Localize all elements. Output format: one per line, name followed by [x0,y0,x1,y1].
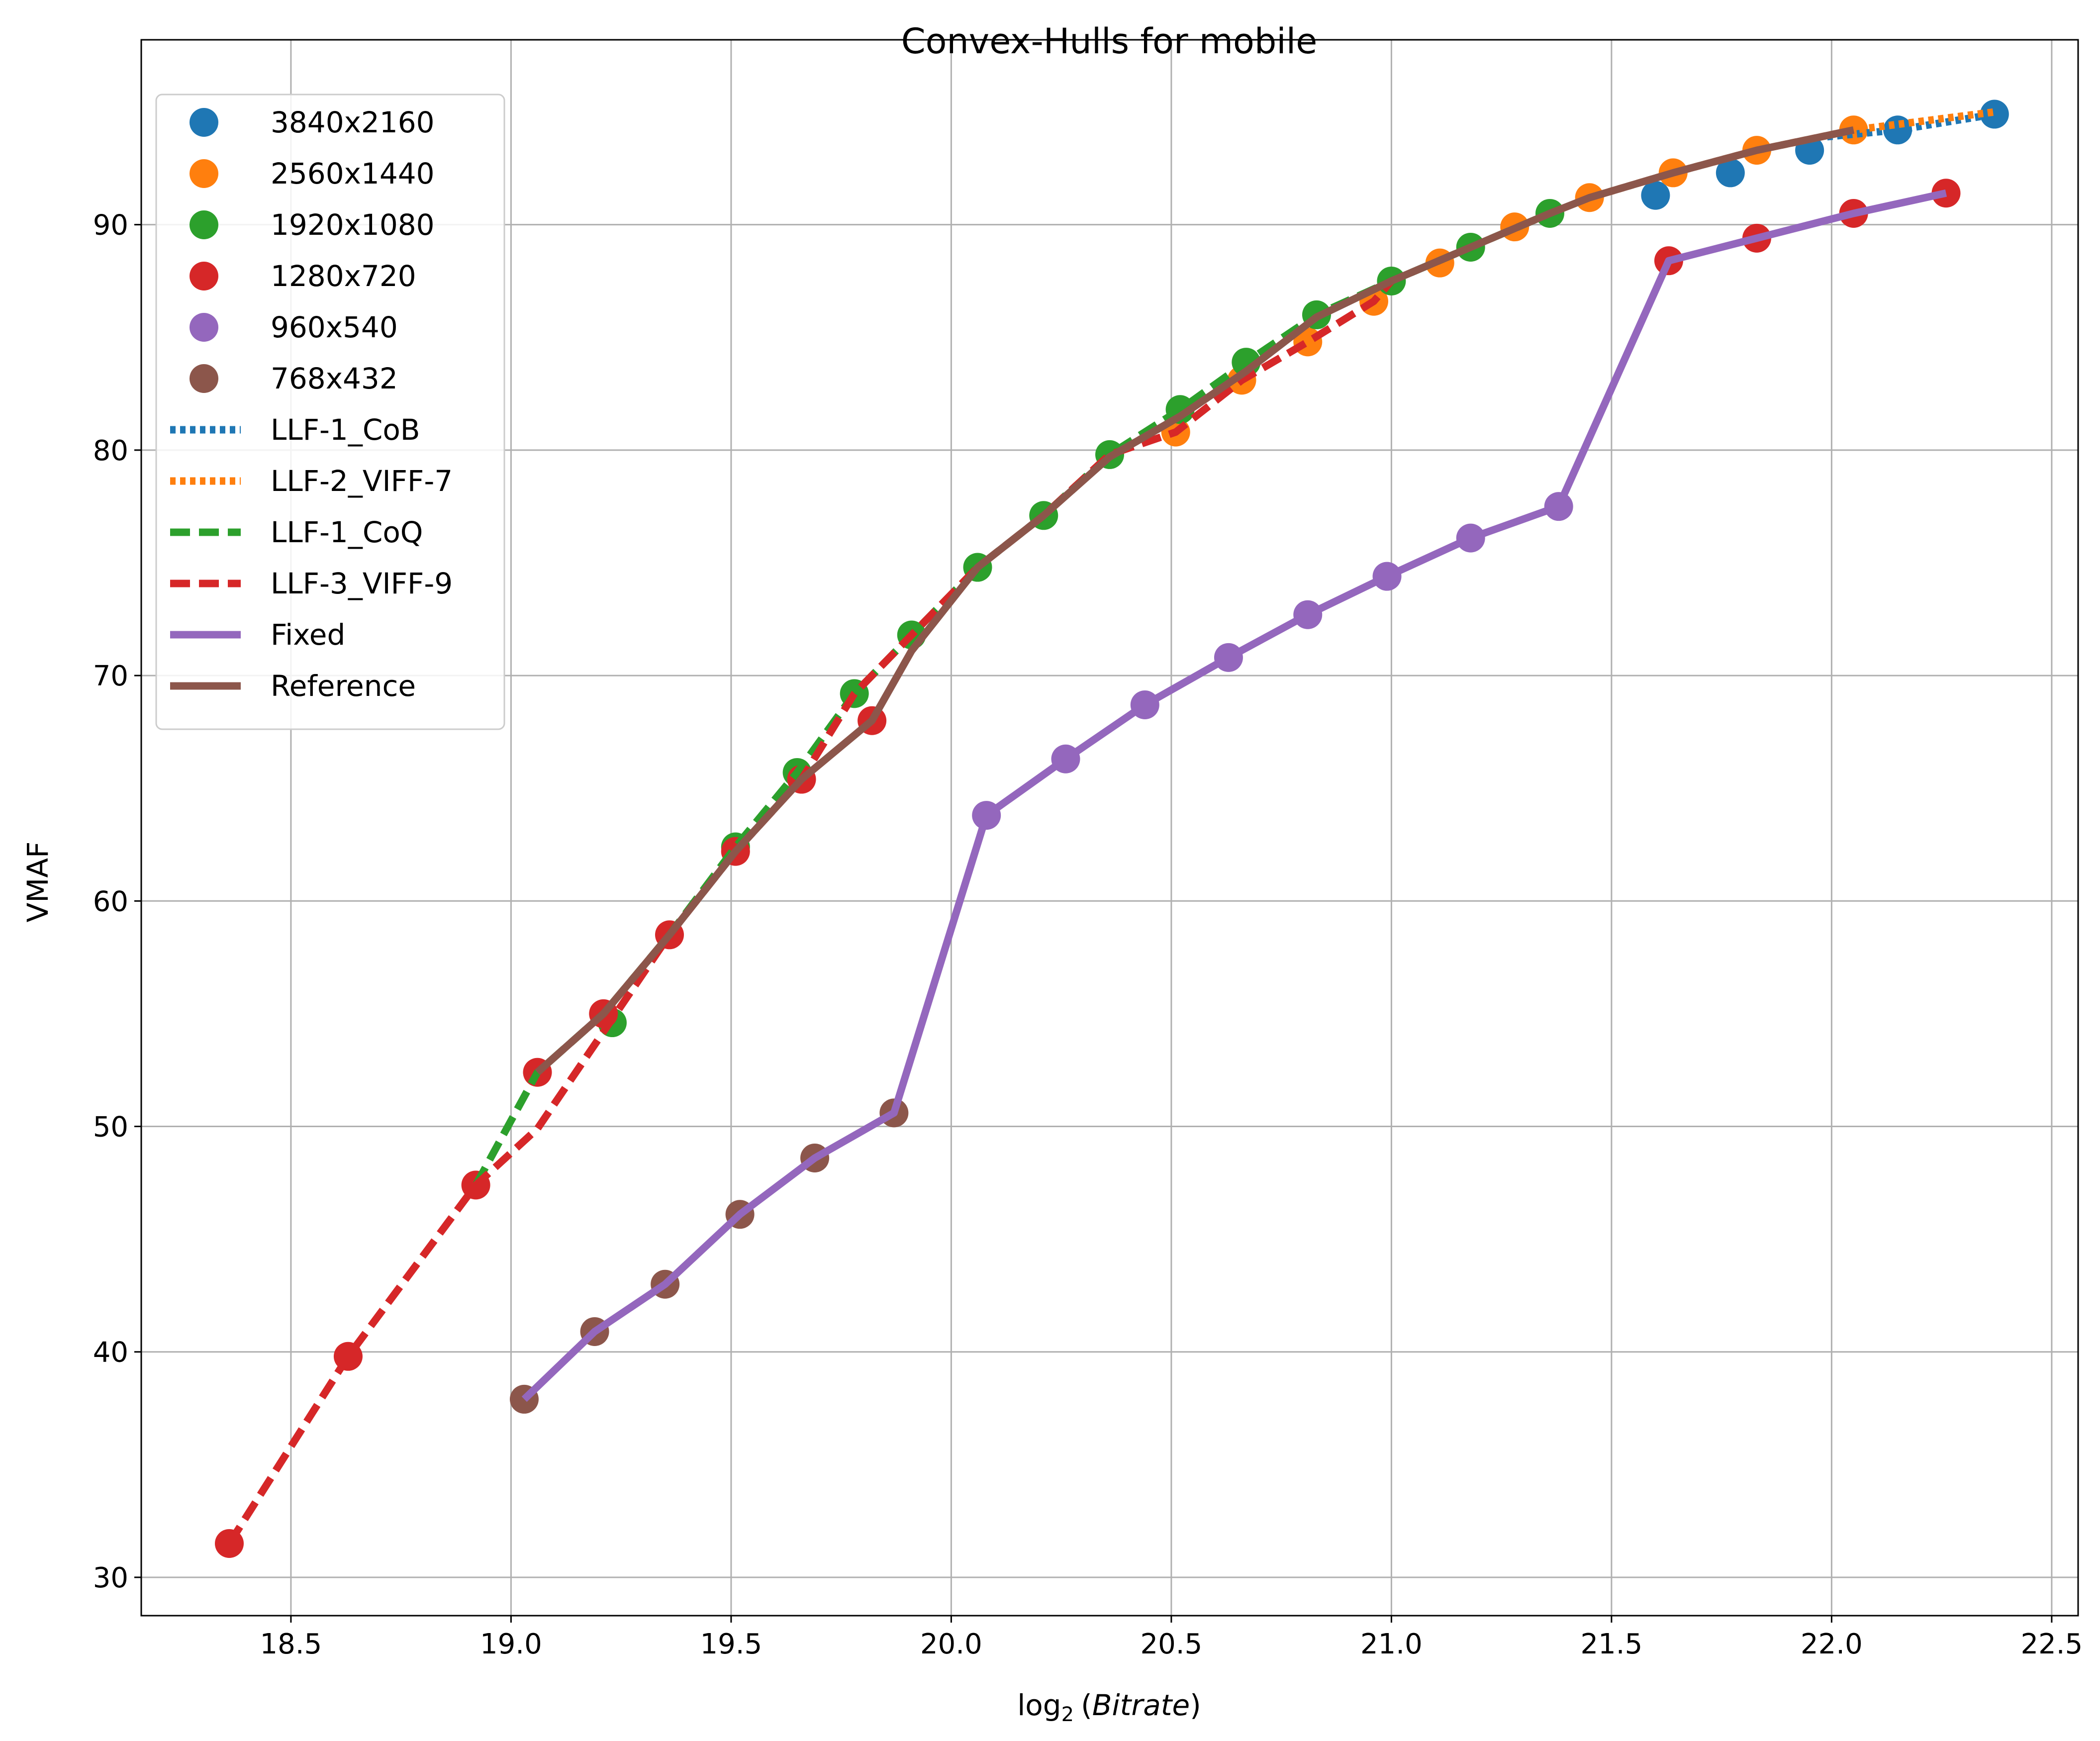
x-tick-label: 22.5 [2021,1628,2083,1660]
legend-label-1920x1080: 1920x1080 [271,208,435,242]
legend-label-LLF-3_VIFF-9: LLF-3_VIFF-9 [271,567,453,600]
y-tick-label: 50 [93,1111,128,1144]
legend-marker-960x540 [190,313,218,342]
legend-label-LLF-2_VIFF-7: LLF-2_VIFF-7 [271,464,453,498]
x-tick-label: 19.0 [480,1628,542,1660]
x-tick-label: 21.0 [1360,1628,1423,1660]
x-axis-arg-open: ( [1081,1688,1092,1722]
y-tick-label: 70 [93,660,128,692]
x-tick-label: 18.5 [260,1628,322,1660]
legend-label-960x540: 960x540 [271,310,398,344]
axis-ticks: 18.5 19.0 19.5 20.0 20.5 21.0 21.5 22.0 22.5 30 40… [93,209,2083,1660]
x-tick-label: 21.5 [1581,1628,1643,1660]
x-axis-arg: Bitrate [1092,1688,1190,1722]
plot-frame [140,39,2079,1617]
data-point-3840x2160 [1980,99,2009,129]
y-tick-label: 80 [93,435,128,467]
legend-label-2560x1440: 2560x1440 [271,157,435,191]
legend-label-1280x720: 1280x720 [271,259,416,293]
chart-title: Convex-Hulls for mobile [901,21,1318,62]
legend: 3840x2160 2560x1440 1920x1080 1280x720 960x5… [155,94,505,730]
data-point-3840x2160 [1716,158,1745,188]
y-tick-label: 30 [93,1562,128,1594]
legend-label-768x432: 768x432 [271,362,398,395]
series-line-LLF-3_VIFF-9 [226,278,1395,1546]
x-tick-label: 19.5 [700,1628,763,1660]
data-point-3840x2160 [1641,181,1670,210]
plot-series [226,108,1996,1546]
legend-label-Fixed: Fixed [271,618,345,652]
y-tick-label: 90 [93,209,128,242]
x-axis-log-base: 2 [1061,1703,1074,1726]
legend-label-LLF-1_CoB: LLF-1_CoB [271,413,420,447]
legend-label-LLF-1_CoQ: LLF-1_CoQ [271,515,423,549]
x-axis-title: log2 (Bitrate) [1017,1688,1201,1726]
x-tick-label: 20.0 [920,1628,982,1660]
data-point-1280x720 [1931,179,1961,208]
x-tick-label: 22.0 [1801,1628,1863,1660]
series-line-LLF-1_CoB [1826,110,1996,141]
legend-marker-768x432 [190,364,218,393]
y-tick-label: 40 [93,1337,128,1369]
y-tick-label: 60 [93,885,128,918]
legend-label-Reference: Reference [271,669,416,703]
y-axis-title: VMAF [21,842,55,923]
legend-label-3840x2160: 3840x2160 [271,105,435,139]
legend-box [155,94,505,730]
legend-marker-2560x1440 [190,159,218,188]
x-axis-log-label: log [1017,1688,1061,1722]
legend-marker-1280x720 [190,262,218,290]
series-line-Fixed [521,189,1947,1402]
legend-marker-1920x1080 [190,210,218,239]
x-axis-arg-close: ) [1190,1688,1201,1722]
x-tick-label: 20.5 [1141,1628,1203,1660]
series-line-Reference [535,126,1855,1075]
legend-marker-3840x2160 [190,108,218,137]
